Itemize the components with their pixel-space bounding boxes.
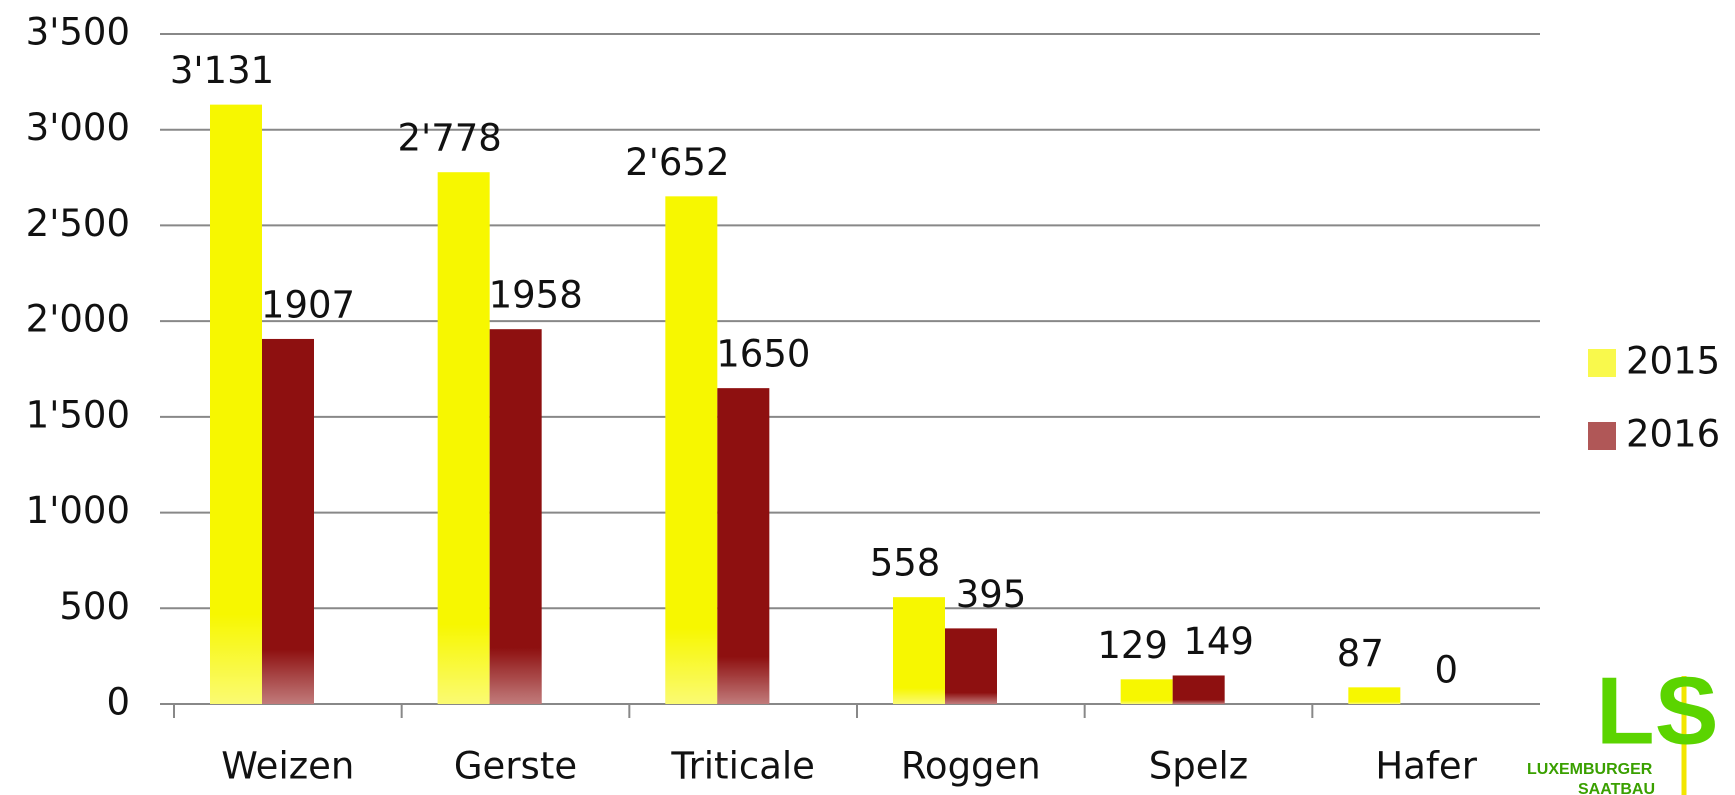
x-tick-label: Hafer [1375,745,1477,788]
x-tick-label: Gerste [454,745,577,788]
x-tick-label: Spelz [1149,745,1248,788]
legend-label: 2015 [1626,340,1720,383]
x-tick-label: Roggen [901,745,1041,788]
y-tick-label: 0 [106,681,130,724]
y-tick-label: 2'500 [26,202,130,245]
data-label: 1907 [261,283,355,326]
data-label: 558 [870,542,941,585]
bar-shine [210,104,262,704]
bar-shine [1120,679,1173,704]
y-tick-label: 1'000 [26,489,130,532]
data-label: 87 [1337,632,1384,675]
bar-shine [489,329,542,704]
y-tick-label: 500 [59,585,130,628]
bar-shine [1172,675,1225,704]
y-tick-label: 3'000 [26,106,130,149]
x-tick-label: Triticale [670,745,815,788]
data-label: 2'778 [397,117,501,160]
data-label: 1650 [716,333,810,376]
bar-shine [893,597,945,704]
data-label: 395 [956,573,1027,616]
bar-shine [665,196,718,704]
bar-shine [1348,687,1401,704]
data-label: 129 [1097,624,1168,667]
bar-shine [945,628,997,704]
data-label: 149 [1183,620,1254,663]
legend-label: 2016 [1626,413,1720,456]
data-label: 0 [1435,649,1459,692]
data-label: 3'131 [170,49,274,92]
bar-shine [717,388,770,704]
logo-text: SAATBAU [1578,781,1655,795]
logo-mark: LS [1596,657,1719,764]
x-tick-label: Weizen [221,745,354,788]
logo-text: LUXEMBURGER [1527,761,1653,778]
bar-shine [262,338,314,704]
y-tick-label: 1'500 [26,393,130,436]
data-label: 1958 [489,274,583,317]
legend-swatch [1588,349,1616,377]
y-tick-label: 2'000 [26,298,130,341]
data-label: 2'652 [625,141,729,184]
bar-shine [437,172,490,704]
legend-swatch [1588,422,1616,450]
y-tick-label: 3'500 [26,11,130,54]
